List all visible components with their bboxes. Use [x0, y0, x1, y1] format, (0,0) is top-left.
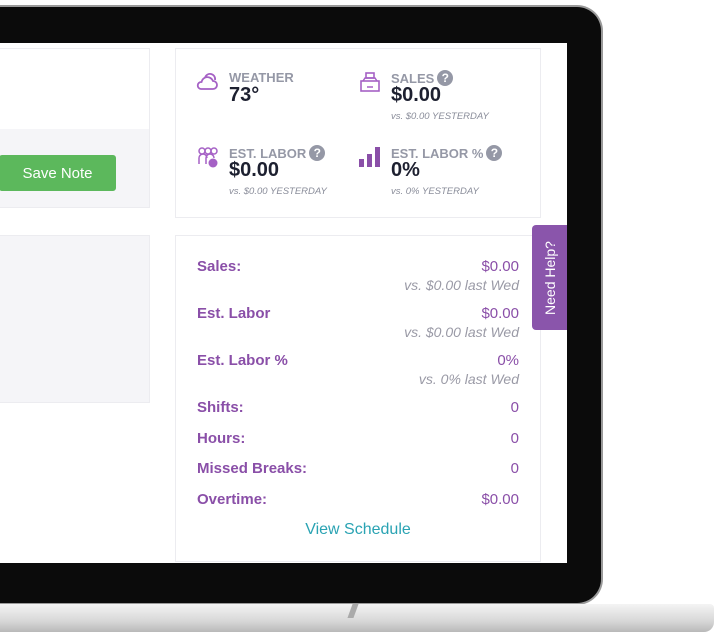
need-help-label: Need Help?: [541, 240, 558, 315]
summary-card: Sales: $0.00 vs. $0.00 last Wed Est. Labor…: [175, 235, 541, 562]
stat-value: 73°: [229, 84, 260, 106]
row-label: Missed Breaks:: [197, 460, 308, 477]
cash-register-icon: [360, 72, 380, 92]
stat-label-text: EST. LABOR: [229, 145, 307, 161]
stat-label: WEATHER: [229, 70, 294, 85]
left-card: [0, 235, 150, 403]
row-value: $0.00: [481, 305, 519, 322]
row-label: Overtime:: [197, 491, 268, 508]
stat-label: EST. LABOR %?: [391, 145, 503, 161]
stat-value: 0%: [391, 159, 420, 181]
stat-label: EST. LABOR?: [229, 145, 326, 161]
stat-compare: vs. 0% YESTERDAY: [391, 186, 479, 197]
row-label: Shifts:: [197, 399, 244, 416]
view-schedule-link[interactable]: View Schedule: [305, 521, 411, 538]
row-value: 0%: [497, 352, 519, 369]
stat-label-text: EST. LABOR %: [391, 145, 484, 161]
help-icon[interactable]: ?: [486, 145, 503, 161]
cloud-icon: [196, 73, 218, 90]
stat-label-text: SALES: [391, 70, 435, 86]
bar-chart-icon: [359, 147, 380, 167]
row-label: Hours:: [197, 430, 246, 447]
need-help-tab[interactable]: Need Help?: [532, 225, 567, 330]
stat-label: SALES?: [391, 70, 454, 86]
stats-card: WEATHER 73° SALES? $0.00 vs. $0.00 YESTE…: [175, 48, 541, 218]
row-compare: vs. $0.00 last Wed: [404, 277, 519, 293]
save-note-button[interactable]: Save Note: [0, 155, 116, 191]
help-icon[interactable]: ?: [309, 145, 326, 161]
row-value: 0: [510, 430, 519, 447]
row-compare: vs. $0.00 last Wed: [404, 324, 519, 340]
row-label: Est. Labor %: [197, 352, 288, 369]
stat-value: $0.00: [229, 159, 280, 181]
people-icon: [198, 147, 218, 168]
row-compare: vs. 0% last Wed: [418, 371, 519, 387]
row-value: 0: [510, 399, 519, 416]
row-label: Est. Labor: [197, 305, 271, 322]
row-value: $0.00: [481, 258, 519, 275]
notes-card: Save Note: [0, 48, 150, 208]
stat-compare: vs. $0.00 YESTERDAY: [229, 186, 327, 197]
row-value: 0: [510, 460, 519, 477]
row-value: $0.00: [481, 491, 519, 508]
stat-compare: vs. $0.00 YESTERDAY: [391, 111, 489, 122]
help-icon[interactable]: ?: [437, 70, 454, 86]
stat-value: $0.00: [391, 84, 442, 106]
row-label: Sales:: [197, 258, 242, 275]
screen: Save Note WEATHER 73° SALES? $0.00 vs. $…: [0, 43, 567, 563]
laptop-base: [0, 604, 714, 632]
